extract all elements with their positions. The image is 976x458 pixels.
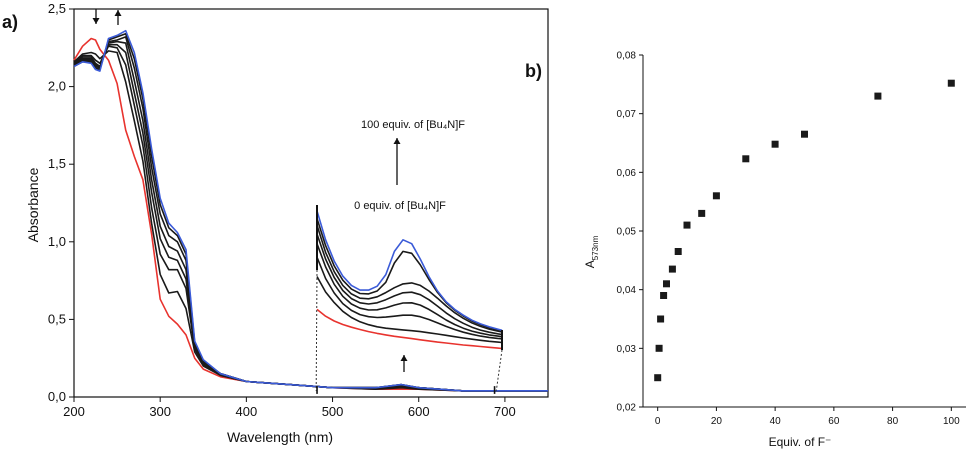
arrow-up-inset-head bbox=[393, 138, 401, 144]
scatter-point bbox=[771, 140, 779, 148]
x-tick-label: 100 bbox=[943, 416, 960, 427]
x-tick-label: 40 bbox=[770, 416, 782, 427]
x-tick-label: 400 bbox=[236, 404, 258, 419]
panel-a-ticks: 200 300 400 500 600 700 0,0 0,5 1,0 1,5 2,0 2,5 bbox=[48, 1, 516, 419]
inset-spectrum-line bbox=[316, 243, 503, 338]
arrow-down-220nm-head bbox=[92, 18, 100, 24]
scatter-point bbox=[657, 315, 665, 323]
x-tick-label: 20 bbox=[711, 416, 723, 427]
panel-b-points bbox=[654, 79, 955, 382]
x-tick-label: 600 bbox=[408, 404, 430, 419]
panel-a: a) 200 300 400 500 600 7000,00,51,01,52,02,5 … bbox=[2, 1, 549, 445]
x-tick-label: 60 bbox=[828, 416, 840, 427]
panel-a-arrows bbox=[92, 9, 408, 372]
x-tick-label: 200 bbox=[63, 404, 85, 419]
panel-b-x-axis-label: Equiv. of F⁻ bbox=[769, 435, 832, 449]
inset-spectrum-line bbox=[316, 276, 503, 344]
y-tick-label: 1,5 bbox=[48, 156, 66, 171]
scatter-point bbox=[742, 155, 750, 163]
y-tick-label: 2,5 bbox=[48, 1, 66, 16]
y-tick-label: 0,08 bbox=[617, 51, 637, 62]
y-tick-label: 0,05 bbox=[617, 227, 637, 238]
scatter-point bbox=[654, 374, 662, 382]
panel-a-spectra bbox=[73, 29, 548, 392]
inset-connector-right bbox=[495, 349, 503, 391]
panel-a-axes bbox=[73, 8, 549, 398]
panel-b-y-axis-label: A573nm bbox=[583, 235, 600, 268]
panel-a-x-axis-label: Wavelength (nm) bbox=[227, 429, 333, 445]
spectrum-line bbox=[73, 36, 548, 392]
y-tick-label: 0,0 bbox=[48, 389, 66, 404]
scatter-point bbox=[698, 209, 706, 217]
y-tick-label: 0,03 bbox=[617, 344, 637, 355]
y-tick-label: 0,04 bbox=[617, 285, 637, 296]
scatter-point bbox=[655, 344, 663, 352]
y-tick-label: 0,02 bbox=[617, 403, 637, 414]
spectrum-line bbox=[73, 37, 548, 392]
x-tick-label: 80 bbox=[887, 416, 899, 427]
y-tick-label: 1,0 bbox=[48, 234, 66, 249]
y-tick-label: 0,5 bbox=[48, 311, 66, 326]
scatter-point bbox=[668, 265, 676, 273]
scatter-point bbox=[801, 130, 808, 138]
x-tick-label: 300 bbox=[149, 404, 171, 419]
inset-connector-left bbox=[315, 269, 318, 391]
scatter-point bbox=[683, 221, 691, 229]
scatter-point bbox=[663, 280, 670, 288]
panel-b: b) 0 20 40 60 80 1000,020,030,040,050,060,070… bbox=[525, 51, 966, 449]
panel-b-ticks: 0 20 40 60 80 100 0,02 0,03 0,04 0,05 0,06 0,07 0,08 bbox=[617, 51, 961, 428]
y-tick-label: 0,06 bbox=[617, 168, 637, 179]
spectrum-line bbox=[73, 43, 548, 392]
inset-spectrum-line bbox=[316, 210, 503, 332]
panel-b-y-axis-main: A bbox=[583, 260, 597, 268]
panel-a-frame bbox=[73, 8, 549, 398]
arrow-up-250nm-head bbox=[114, 10, 122, 16]
spectrum-line bbox=[73, 33, 548, 392]
inset-spectrum-line bbox=[316, 308, 503, 350]
x-tick-label: 0 bbox=[655, 416, 661, 427]
panel-a-inset bbox=[315, 205, 503, 394]
panel-a-y-axis-label: Absorbance bbox=[25, 167, 41, 242]
svg-text:A573nm: A573nm bbox=[583, 235, 600, 268]
inset-spectrum-line bbox=[316, 256, 503, 340]
inset-spectrum-line bbox=[316, 233, 503, 336]
scatter-point bbox=[712, 192, 720, 200]
scatter-point bbox=[947, 79, 955, 87]
panel-a-label: a) bbox=[2, 12, 18, 32]
panel-b-y-axis-subscript: 573nm bbox=[591, 235, 600, 260]
inset-annotation-100-equiv: 100 equiv. of [Bu₄N]F bbox=[361, 119, 465, 131]
panel-b-label: b) bbox=[525, 61, 542, 81]
inset-spectrum-line bbox=[316, 218, 503, 332]
y-tick-label: 0,07 bbox=[617, 109, 637, 120]
panel-b-axes bbox=[642, 55, 966, 408]
x-tick-label: 500 bbox=[322, 404, 344, 419]
x-tick-label: 700 bbox=[494, 404, 516, 419]
inset-annotation-0-equiv: 0 equiv. of [Bu₄N]F bbox=[354, 200, 446, 212]
y-tick-label: 2,0 bbox=[48, 79, 66, 94]
spectrum-line bbox=[73, 29, 548, 392]
arrow-up-580nm-head bbox=[400, 355, 408, 361]
scatter-point bbox=[660, 292, 668, 299]
spectrum-line bbox=[73, 40, 548, 392]
scatter-point bbox=[674, 248, 682, 255]
scatter-point bbox=[874, 92, 882, 100]
inset-spectrum-line bbox=[316, 225, 503, 333]
